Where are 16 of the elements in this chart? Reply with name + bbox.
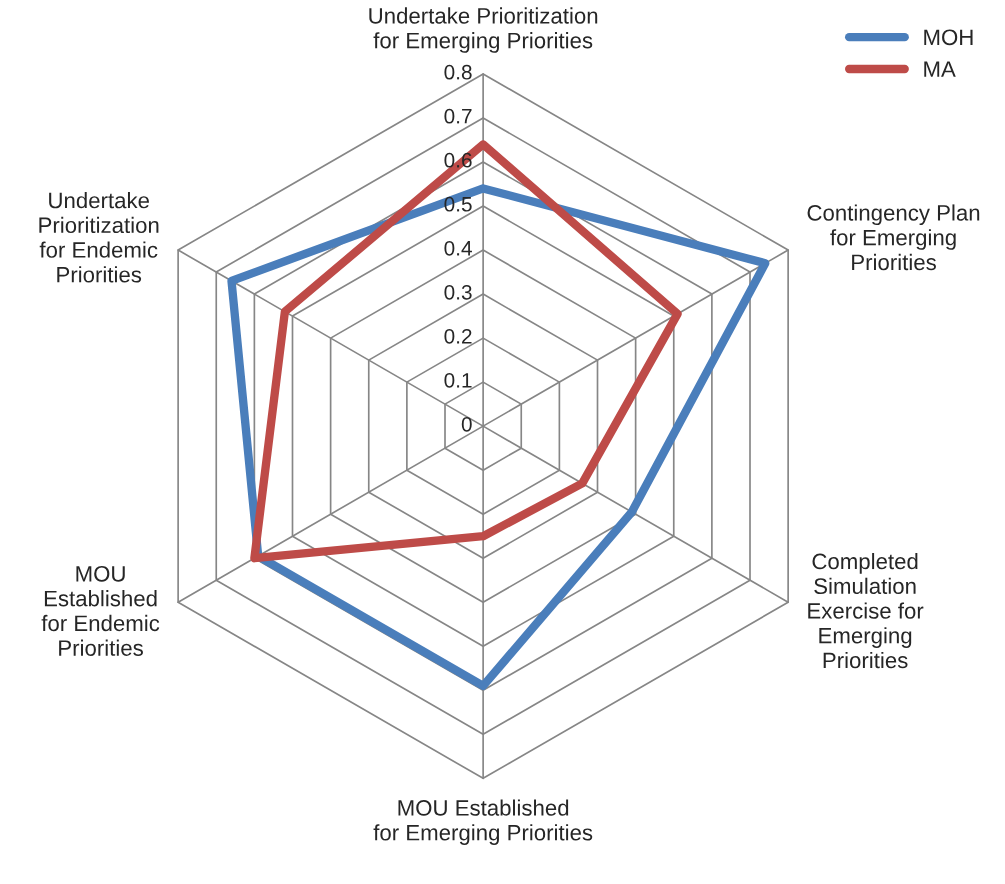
spoke-label: MOU Established for Emerging Priorities bbox=[373, 799, 593, 845]
y-tick-label: 0.8 bbox=[444, 64, 472, 80]
y-tick-label: 0 bbox=[461, 416, 472, 432]
spoke-label: Completed Simulation Exercise for Emerging Priorities bbox=[808, 552, 924, 669]
y-tick-label: 0.1 bbox=[444, 372, 472, 388]
legend-label: MA bbox=[924, 61, 956, 77]
spoke-label: Contingency Plan for Emerging Priorities bbox=[807, 204, 980, 271]
y-tick-label: 0.4 bbox=[444, 240, 472, 256]
legend-label: MOH bbox=[924, 29, 973, 46]
y-tick-label: 0.3 bbox=[444, 284, 472, 300]
y-tick-label: 0.2 bbox=[444, 328, 472, 344]
spoke-label: MOU Established for Endemic Priorities bbox=[41, 565, 160, 656]
spoke-label: Undertake Prioritization for Emerging Priorities bbox=[369, 7, 598, 53]
spoke-label: Undertake Prioritization for Endemic Priorities bbox=[39, 192, 159, 283]
y-tick-label: 0.5 bbox=[444, 196, 472, 212]
y-tick-label: 0.7 bbox=[444, 108, 472, 124]
